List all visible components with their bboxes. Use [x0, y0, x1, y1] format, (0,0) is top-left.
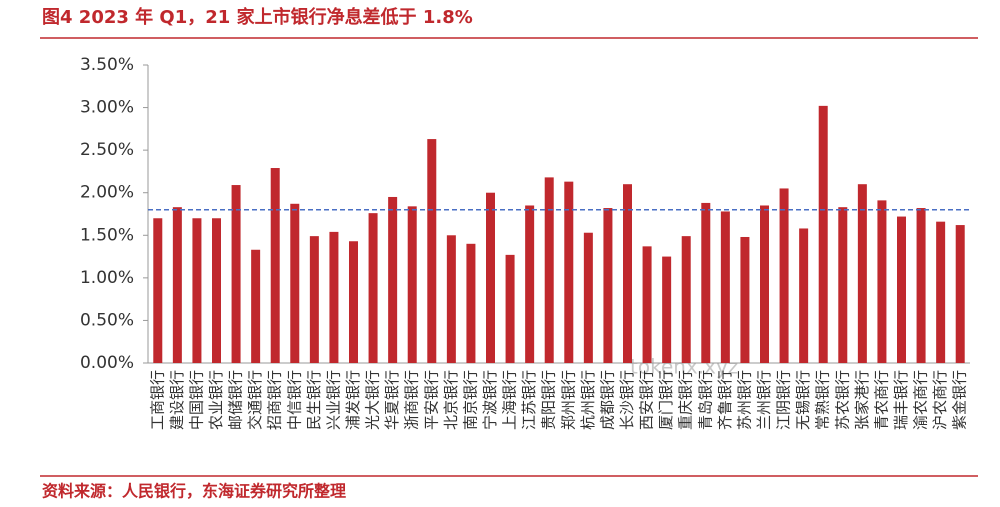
y-tick-label: 1.50%	[80, 225, 134, 245]
x-tick-label: 中国银行	[187, 370, 205, 430]
x-tick-label: 齐鲁银行	[716, 370, 734, 430]
source-note: 资料来源：人民银行，东海证券研究所整理	[42, 482, 346, 501]
x-tick-label: 郑州银行	[559, 370, 577, 430]
bar	[720, 211, 730, 363]
x-tick-label: 上海银行	[501, 370, 519, 430]
x-tick-label: 兰州银行	[755, 370, 773, 430]
x-tick-label: 江阴银行	[775, 370, 793, 430]
x-tick-label: 工商银行	[148, 370, 166, 430]
y-tick-label: 0.50%	[80, 310, 134, 330]
y-tick-label: 1.00%	[80, 268, 134, 288]
x-tick-label: 张家港行	[853, 370, 871, 430]
x-tick-label: 民生银行	[305, 370, 323, 430]
bar	[838, 207, 848, 363]
bar	[525, 205, 535, 363]
bar	[603, 208, 613, 363]
x-tick-label: 瑞丰银行	[892, 370, 910, 430]
y-tick-label: 3.50%	[80, 55, 134, 75]
bar	[172, 207, 182, 363]
bar	[153, 218, 163, 363]
x-tick-label: 招商银行	[266, 370, 284, 430]
bar	[877, 200, 887, 363]
x-tick-label: 杭州银行	[579, 370, 597, 430]
bar	[779, 188, 789, 363]
x-tick-label: 沪农商行	[931, 370, 949, 430]
bar	[760, 205, 769, 363]
bar	[231, 185, 241, 363]
x-tick-label: 建设银行	[168, 370, 186, 430]
x-tick-label: 中信银行	[285, 370, 303, 430]
bar	[681, 236, 691, 363]
y-tick-label: 3.00%	[80, 98, 134, 118]
x-tick-label: 苏州银行	[735, 370, 753, 430]
x-tick-label: 农业银行	[207, 370, 225, 430]
bar	[309, 236, 319, 363]
bar	[407, 206, 417, 363]
x-tick-label: 浙商银行	[403, 370, 421, 430]
x-tick-label: 光大银行	[364, 370, 382, 430]
x-tick-label: 交通银行	[246, 370, 264, 430]
x-tick-label: 紫金银行	[951, 370, 969, 430]
x-tick-label: 重庆银行	[677, 370, 695, 430]
y-tick-label: 2.00%	[80, 183, 134, 203]
bar	[799, 228, 809, 363]
x-tick-label: 长沙银行	[618, 370, 636, 430]
bar	[388, 196, 398, 363]
x-tick-label: 青岛银行	[696, 370, 714, 430]
bar	[290, 203, 300, 363]
bar	[446, 235, 456, 363]
bar	[329, 231, 339, 363]
bar	[916, 208, 926, 363]
bar	[564, 181, 574, 363]
x-tick-label: 华夏银行	[383, 370, 401, 430]
bar	[662, 256, 672, 363]
bar	[368, 213, 378, 363]
x-tick-label: 西安银行	[638, 370, 656, 430]
bar	[505, 254, 515, 363]
x-tick-label: 南京银行	[461, 370, 479, 430]
bar	[486, 192, 495, 363]
bar	[740, 236, 750, 363]
bar	[212, 218, 221, 363]
bar	[897, 216, 906, 363]
bar	[270, 168, 280, 363]
bar	[251, 249, 261, 363]
x-tick-label: 苏农银行	[833, 370, 851, 430]
x-tick-label: 无锡银行	[794, 370, 812, 430]
x-tick-label: 渝农商行	[912, 370, 930, 430]
bar	[623, 184, 632, 363]
x-tick-label: 邮储银行	[227, 370, 245, 430]
bar	[818, 105, 828, 364]
x-tick-label: 成都银行	[598, 370, 616, 430]
bar	[857, 184, 867, 363]
x-tick-label: 平安银行	[422, 370, 440, 430]
x-tick-label: 贵阳银行	[540, 370, 558, 430]
bar	[701, 202, 711, 363]
bar	[544, 177, 554, 363]
x-tick-label: 北京银行	[442, 370, 460, 430]
y-tick-label: 2.50%	[80, 140, 134, 160]
bar	[349, 241, 358, 363]
x-tick-label: 浦发银行	[344, 370, 362, 430]
x-tick-label: 青农商行	[872, 370, 890, 430]
bar	[642, 246, 652, 363]
x-tick-label: 江苏银行	[520, 370, 538, 430]
bar	[583, 232, 593, 363]
x-tick-label: 常熟银行	[814, 370, 832, 430]
bar	[192, 218, 202, 363]
bar	[955, 225, 965, 363]
x-tick-label: 厦门银行	[657, 370, 675, 430]
bar	[936, 221, 946, 363]
x-tick-label: 兴业银行	[324, 370, 342, 430]
y-tick-label: 0.00%	[80, 353, 134, 373]
bar	[466, 243, 476, 363]
chart-title: 图4 2023 年 Q1，21 家上市银行净息差低于 1.8%	[42, 6, 473, 28]
bar	[427, 139, 437, 363]
x-tick-label: 宁波银行	[481, 370, 499, 430]
